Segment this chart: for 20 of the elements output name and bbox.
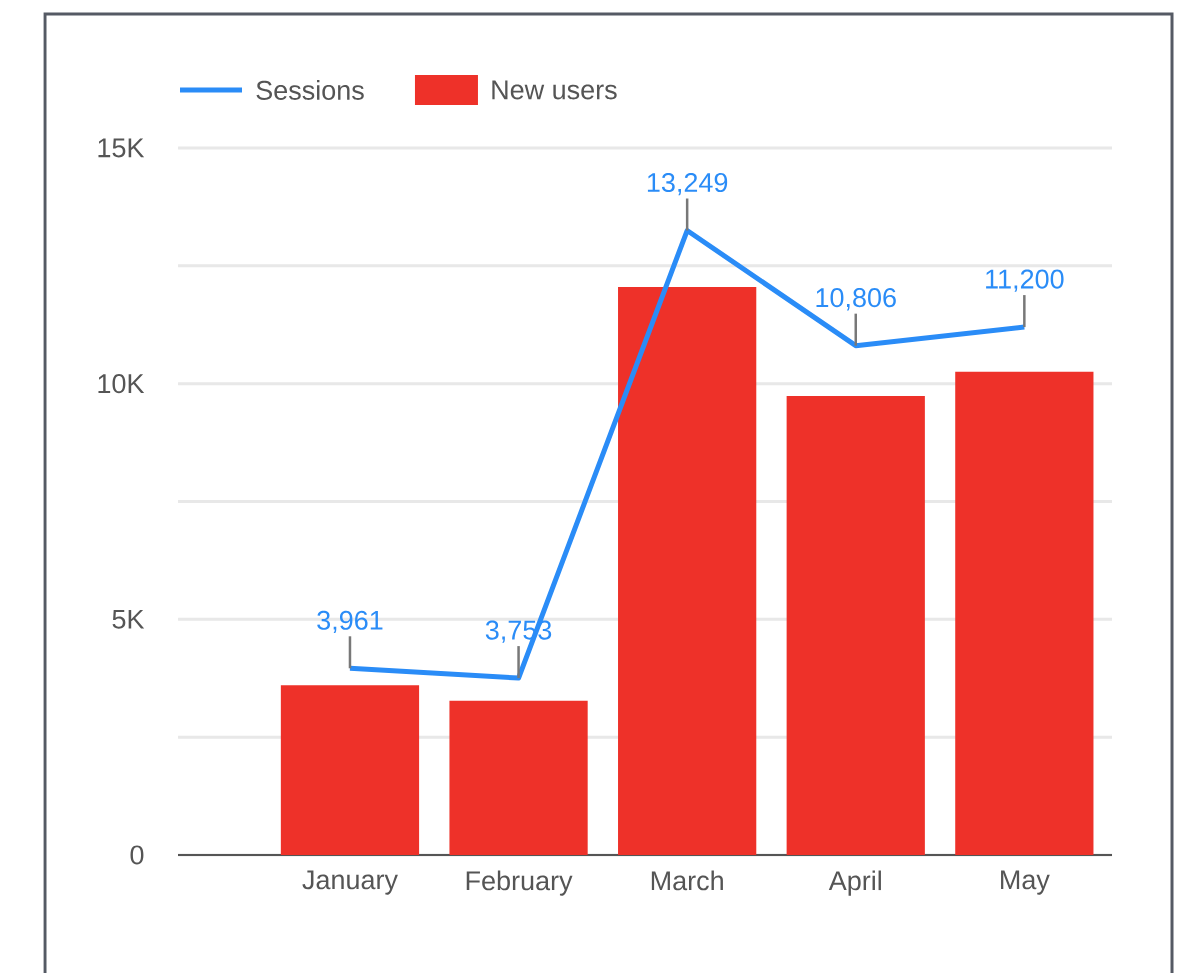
bar — [786, 395, 925, 855]
bar — [280, 685, 420, 855]
bar — [955, 371, 1094, 855]
x-tick-label: March — [651, 870, 723, 891]
legend-label: Sessions — [256, 80, 364, 100]
x-tick-label: May — [1001, 870, 1050, 895]
y-tick-label: 10K — [98, 374, 145, 394]
data-label: 3,961 — [317, 610, 383, 634]
bar — [618, 287, 757, 855]
data-label: 13,249 — [647, 172, 728, 196]
y-tick-label: 5K — [112, 609, 145, 629]
x-tick-label: January — [302, 870, 398, 895]
x-tick-label: April — [828, 870, 881, 896]
data-label: 10,806 — [816, 288, 896, 311]
bar — [449, 700, 588, 855]
y-tick-label: 0 — [130, 845, 144, 865]
x-tick-label: February — [466, 870, 573, 896]
y-tick-label: 15K — [98, 138, 145, 158]
data-label: 11,200 — [986, 269, 1064, 292]
legend-label: New users — [492, 80, 617, 100]
